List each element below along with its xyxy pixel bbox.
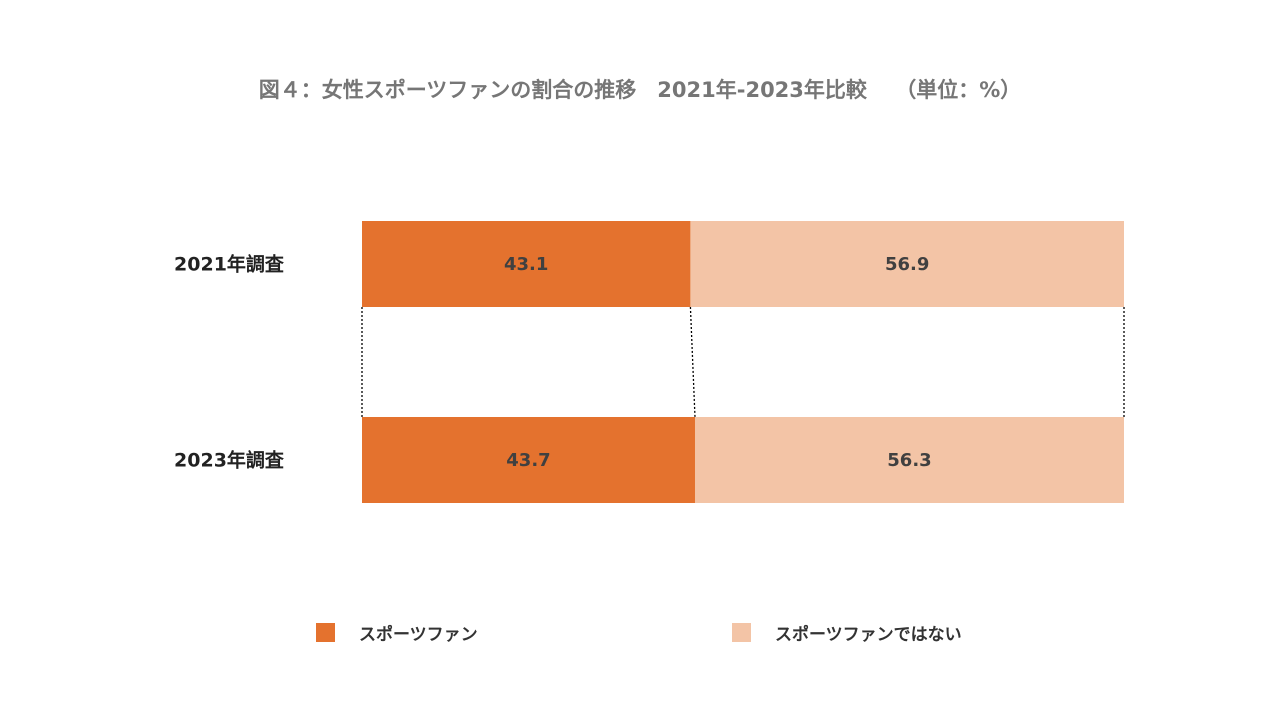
legend-label-fan: スポーツファン	[359, 624, 478, 645]
legend-item-non-fan: スポーツファンではない	[732, 620, 962, 645]
data-label-non-fan: 56.3	[887, 450, 931, 471]
connector-line	[689, 306, 696, 418]
legend-item-fan: スポーツファン	[316, 620, 478, 645]
legend-swatch-fan	[316, 622, 335, 642]
data-label-fan: 43.1	[504, 254, 548, 275]
chart-title: 図４：女性スポーツファンの割合の推移 2021年-2023年比較 （単位：%）	[258, 78, 1022, 102]
bar-segment-fan	[362, 417, 695, 503]
legend-label-non-fan: スポーツファンではない	[775, 624, 962, 645]
category-label: 2021年調査	[174, 253, 285, 276]
data-label-non-fan: 56.9	[885, 254, 929, 275]
bar-segment-non-fan	[694, 417, 1124, 503]
bar-segment-non-fan	[690, 221, 1124, 307]
legend-swatch-non-fan	[732, 622, 751, 642]
bar-segment-fan	[362, 221, 691, 307]
data-label-fan: 43.7	[506, 450, 550, 471]
category-label: 2023年調査	[174, 449, 285, 472]
